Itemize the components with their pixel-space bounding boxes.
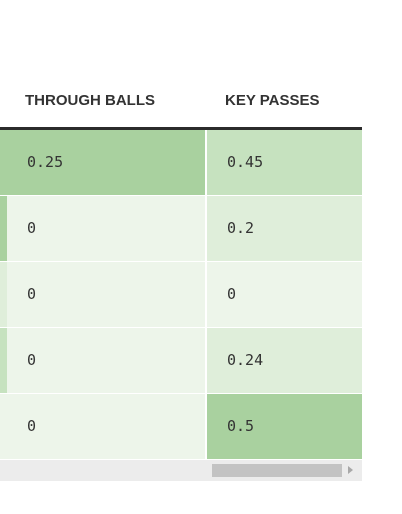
table-header: THROUGH BALLS KEY PASSES — [0, 78, 362, 130]
key-passes-cell: 0.5 — [207, 394, 362, 459]
key-passes-cell: 0 — [207, 262, 362, 327]
through-balls-cell: 0 — [7, 262, 205, 327]
table-row: 0 0.5 — [0, 394, 362, 460]
row-stub-cell — [0, 328, 7, 393]
key-passes-cell: 0.24 — [207, 328, 362, 393]
row-stub-cell — [0, 130, 7, 195]
key-passes-cell: 0.45 — [207, 130, 362, 195]
column-header-through-balls[interactable]: THROUGH BALLS — [25, 92, 155, 109]
key-passes-cell: 0.2 — [207, 196, 362, 261]
through-balls-cell: 0 — [7, 394, 205, 459]
column-header-key-passes[interactable]: KEY PASSES — [225, 92, 320, 109]
row-stub-cell — [0, 394, 7, 459]
stats-table: THROUGH BALLS KEY PASSES 0.25 0.45 0 0.2… — [0, 78, 362, 481]
table-row: 0 0 — [0, 262, 362, 328]
chevron-right-icon[interactable] — [348, 466, 353, 474]
horizontal-scrollbar[interactable] — [0, 460, 362, 481]
through-balls-cell: 0 — [7, 196, 205, 261]
table-row: 0.25 0.45 — [0, 130, 362, 196]
through-balls-cell: 0 — [7, 328, 205, 393]
table-row: 0 0.24 — [0, 328, 362, 394]
scrollbar-thumb[interactable] — [212, 464, 342, 477]
through-balls-cell: 0.25 — [7, 130, 205, 195]
row-stub-cell — [0, 262, 7, 327]
table-row: 0 0.2 — [0, 196, 362, 262]
row-stub-cell — [0, 196, 7, 261]
